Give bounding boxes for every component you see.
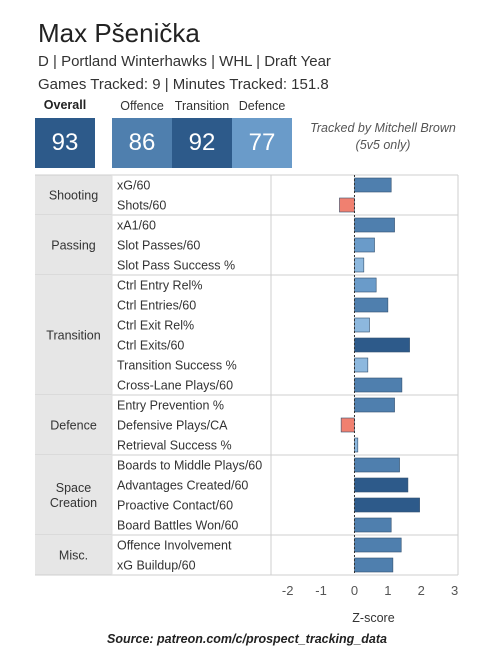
tile-label-transition: Transition [174,99,230,113]
metric-label: Ctrl Entries/60 [117,299,196,313]
metric-label: Board Battles Won/60 [117,519,238,533]
group-label: Defence [50,419,97,433]
bar [339,197,355,213]
metric-label: Defensive Plays/CA [117,419,228,433]
bar [354,457,400,473]
metric-label: xA1/60 [117,219,156,233]
group-label: Shooting [49,189,98,203]
metric-label: Slot Passes/60 [117,239,200,253]
metric-label: Ctrl Exits/60 [117,339,184,353]
x-tick-label: 1 [384,583,391,598]
bar [354,477,409,493]
group-label: Creation [50,496,97,510]
tile-offence-score: 86 [112,118,172,168]
bar [354,517,392,533]
bar [354,277,377,293]
metric-label: Advantages Created/60 [117,479,248,493]
bar [354,397,395,413]
bar [354,177,392,193]
group-cell [35,395,112,455]
tile-label-overall: Overall [43,98,87,112]
metric-label: Slot Pass Success % [117,259,235,273]
bar [354,357,369,373]
group-cell [35,215,112,275]
metric-label: Entry Prevention % [117,399,224,413]
metric-label: Ctrl Exit Rel% [117,319,194,333]
bar [354,297,389,313]
zscore-bar-chart: Shooting xG/60 Shots/60 Passing xA1/60 Slot P… [35,174,459,625]
tile-label-offence: Offence [120,99,164,113]
bar [354,337,410,353]
bar [354,537,402,553]
x-tick-label: -2 [282,583,294,598]
metric-label: Cross-Lane Plays/60 [117,379,233,393]
metric-label: Boards to Middle Plays/60 [117,459,262,473]
x-axis-label: Z-score [352,611,394,625]
bar [354,557,394,573]
tracked-by-note: Tracked by Mitchell Brown (5v5 only) [310,121,456,152]
tracking-summary: Games Tracked: 9 | Minutes Tracked: 151.… [38,76,329,93]
metric-label: xG/60 [117,179,150,193]
metric-label: Proactive Contact/60 [117,499,233,513]
metric-label: Offence Involvement [117,539,232,553]
player-name: Max Pšenička [38,18,200,48]
x-tick-label: -1 [315,583,327,598]
bar [354,437,359,453]
metric-label: Retrieval Success % [117,439,232,453]
metric-label: Shots/60 [117,199,166,213]
player-subtitle: D | Portland Winterhawks | WHL | Draft Y… [38,53,331,70]
source-credit: Source: patreon.com/c/prospect_tracking_… [107,632,387,646]
bar [354,217,395,233]
group-cell [35,535,112,575]
group-cell [35,455,112,535]
group-label: Space [56,481,91,495]
x-tick-label: 3 [451,583,458,598]
bar [354,237,375,253]
group-label: Transition [46,329,100,343]
group-label: Misc. [59,549,88,563]
bar [354,497,420,513]
metric-label: Ctrl Entry Rel% [117,279,202,293]
metric-label: xG Buildup/60 [117,559,196,573]
bar [354,377,403,393]
tile-transition-score: 92 [172,118,232,168]
x-tick-label: 0 [351,583,358,598]
group-label: Passing [51,239,96,253]
bar [354,317,370,333]
tile-label-defence: Defence [238,99,286,113]
tile-defence-score: 77 [232,118,292,168]
bar [340,417,355,433]
bar [354,257,365,273]
x-tick-label: 2 [418,583,425,598]
group-cell [35,275,112,395]
metric-label: Transition Success % [117,359,237,373]
tile-overall-score: 93 [35,118,95,168]
group-cell [35,175,112,215]
